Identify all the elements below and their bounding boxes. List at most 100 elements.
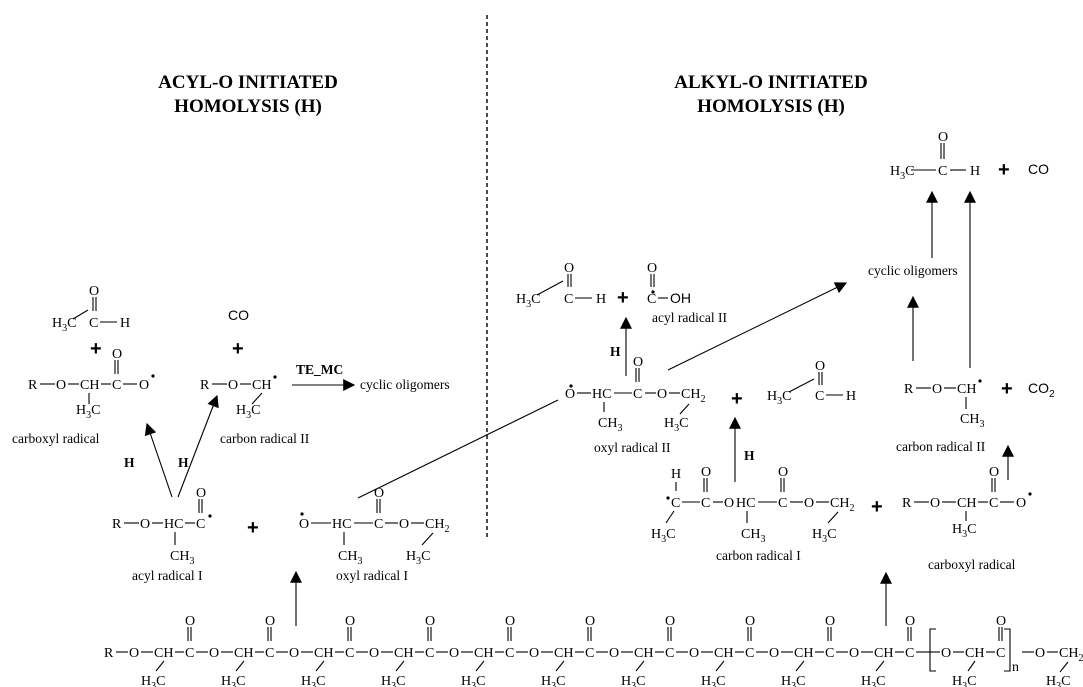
plus-sign: + [871,496,883,518]
svg-text:C: C [112,378,121,393]
svg-text:O: O [112,347,122,362]
svg-text:R: R [200,378,210,393]
svg-text:H3C: H3C [516,292,540,310]
svg-text:C: C [671,496,680,511]
svg-text:H: H [120,316,130,331]
svg-text:H3C: H3C [461,674,485,687]
svg-text:O: O [140,517,150,532]
svg-text:CH: CH [474,646,493,661]
svg-text:CH: CH [314,646,333,661]
svg-text:H3C: H3C [621,674,645,687]
svg-text:O: O [185,614,195,629]
svg-text:H3C: H3C [141,674,165,687]
right-title-line2: HOMOLYSIS (H) [697,96,845,117]
cyclic-oligomers-right: cyclic oligomers [868,263,958,278]
svg-text:H3C: H3C [541,674,565,687]
svg-text:O: O [529,646,539,661]
left-title-line2: HOMOLYSIS (H) [174,96,322,117]
svg-text:O: O [196,486,206,501]
svg-text:O: O [56,378,66,393]
svg-text:O: O [724,496,734,511]
svg-text:C: C [425,646,434,661]
svg-text:CH: CH [957,382,976,397]
svg-text:C: C [996,646,1005,661]
arrow-oxyl-i-to-oxyl-ii [358,400,558,498]
svg-text:CH: CH [714,646,733,661]
plus-sign: + [998,159,1010,181]
svg-text:H3C: H3C [861,674,885,687]
svg-text:O: O [209,646,219,661]
svg-text:H3C: H3C [221,674,245,687]
svg-text:O: O [89,284,99,299]
svg-text:H3C: H3C [381,674,405,687]
carbon-radical-ii-right-structure: R O CH CH3 [904,379,984,430]
svg-text:O: O [778,465,788,480]
svg-text:H3C: H3C [952,674,976,687]
svg-text:C: C [815,389,824,404]
svg-text:H3C: H3C [664,416,688,434]
svg-text:O: O [129,646,139,661]
svg-text:O: O [996,614,1006,629]
svg-text:C: C [374,517,383,532]
svg-text:H: H [846,389,856,404]
oxyl-radical-i-structure: O HC C O O CH2 CH3 H3C [299,486,449,567]
svg-text:H3C: H3C [52,316,76,334]
svg-text:C: C [938,164,947,179]
svg-text:O: O [701,465,711,480]
svg-text:O: O [609,646,619,661]
acyl-radical-i-structure: R O HC C O CH3 [112,486,212,567]
svg-text:C: C [633,387,642,402]
svg-text:CH3: CH3 [338,549,362,567]
svg-text:CH: CH [252,378,271,393]
svg-text:CH2: CH2 [425,517,449,535]
svg-text:H: H [671,467,681,482]
svg-text:O: O [449,646,459,661]
svg-text:O: O [299,517,309,532]
oxyl-radical-i-label: oxyl radical I [336,568,408,583]
svg-text:H3C: H3C [651,527,675,545]
carboxyl-radical-right-label: carboxyl radical [928,557,1016,572]
svg-text:C: C [647,292,656,307]
plus-sign: + [247,517,259,539]
svg-text:O: O [745,614,755,629]
right-title-line1: ALKYL-O INITIATED [674,72,867,93]
svg-text:H3C: H3C [812,527,836,545]
h-label: H [744,448,755,463]
svg-text:H3C: H3C [701,674,725,687]
oxyl-radical-ii-label: oxyl radical II [594,440,671,455]
arrow-oxyl-ii-to-cyclic-oligomers [668,283,846,370]
svg-text:C: C [665,646,674,661]
h-label: H [610,344,621,359]
acetaldehyde-mid: H3C C O H [767,359,856,407]
svg-text:C: C [265,646,274,661]
carbon-radical-ii-left-label: carbon radical II [220,431,310,446]
svg-text:O: O [905,614,915,629]
svg-text:H3C: H3C [767,389,791,407]
svg-text:HC: HC [164,517,183,532]
svg-text:CH2: CH2 [1059,646,1083,664]
svg-text:C: C [505,646,514,661]
svg-text:O: O [505,614,515,629]
svg-text:O: O [139,378,149,393]
svg-text:CH: CH [957,496,976,511]
plus-sign: + [1001,378,1013,400]
carbon-radical-i-structure: H C C O O HC C O O CH2 H3C CH3 H3C [651,465,854,545]
svg-text:H3C: H3C [76,403,100,421]
svg-text:O: O [399,517,409,532]
svg-text:O: O [769,646,779,661]
svg-text:O: O [825,614,835,629]
svg-text:C: C [564,292,573,307]
svg-text:O: O [565,387,575,402]
svg-text:C: C [778,496,787,511]
svg-text:O: O [815,359,825,374]
svg-text:C: C [345,646,354,661]
svg-text:O: O [938,130,948,145]
svg-text:R: R [104,646,114,661]
svg-text:O: O [228,378,238,393]
svg-text:O: O [369,646,379,661]
svg-text:O: O [930,496,940,511]
carbon-radical-i-label: carbon radical I [716,548,801,563]
co2-right: CO2 [1028,380,1055,400]
